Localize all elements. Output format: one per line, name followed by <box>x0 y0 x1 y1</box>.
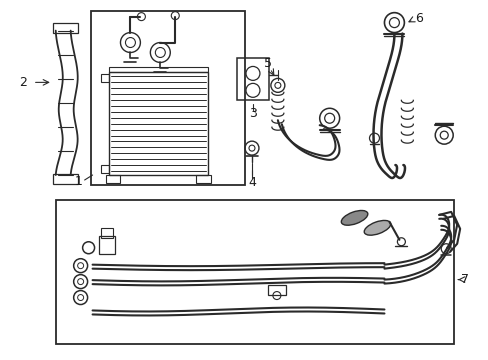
Ellipse shape <box>341 211 367 225</box>
Text: 6: 6 <box>414 12 423 25</box>
Text: 1: 1 <box>75 175 82 189</box>
Bar <box>267 285 285 294</box>
Text: 7: 7 <box>460 273 468 286</box>
Bar <box>56 200 453 345</box>
Bar <box>101 228 112 238</box>
Bar <box>99 236 114 254</box>
Text: 3: 3 <box>248 107 256 120</box>
Bar <box>108 67 208 72</box>
Bar <box>108 72 208 175</box>
Bar <box>53 23 78 32</box>
Bar <box>105 175 120 183</box>
Bar <box>101 165 108 173</box>
Bar <box>53 174 78 184</box>
Text: 4: 4 <box>247 176 255 189</box>
Text: 5: 5 <box>264 57 271 70</box>
Ellipse shape <box>364 220 390 235</box>
Bar <box>237 58 268 100</box>
Text: 2: 2 <box>19 76 27 89</box>
Bar <box>196 175 211 183</box>
Bar <box>90 11 244 185</box>
Bar <box>101 75 108 82</box>
